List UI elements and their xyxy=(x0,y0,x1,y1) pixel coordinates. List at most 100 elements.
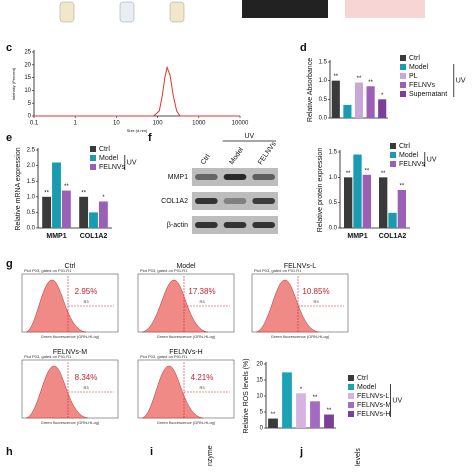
significance: * xyxy=(300,387,303,393)
legend-swatch xyxy=(390,152,396,158)
y-tick-label: 0 xyxy=(28,114,32,120)
y-tick-label: 20 xyxy=(256,362,263,368)
blot-row-label: COL1A2 xyxy=(161,198,188,205)
flow-x-label: Green fluorescence (GRN-HLog) xyxy=(41,420,100,425)
flow-histogram xyxy=(25,279,87,333)
panel-letter: j xyxy=(299,446,303,458)
flow-gate-label: R3 xyxy=(83,299,89,304)
flow-gate-label: R3 xyxy=(83,385,89,390)
bar xyxy=(362,174,371,228)
blot-band xyxy=(223,198,247,204)
bar xyxy=(296,393,306,428)
flow-title: FELNVs-H xyxy=(169,349,202,356)
y-tick-label: 1.0 xyxy=(329,175,338,181)
panel-letter: e xyxy=(6,132,12,144)
line-series xyxy=(34,65,240,117)
blot-row-label: MMP1 xyxy=(168,174,188,181)
flow-subtitle: Plot P03, gated on P01.R1 xyxy=(24,268,72,273)
blot-row-label: β-actin xyxy=(167,222,188,229)
significance: ** xyxy=(399,184,404,190)
partial-axis-label: nzyme xyxy=(207,445,214,466)
bar xyxy=(343,104,352,118)
y-tick-label: 5 xyxy=(260,410,264,416)
flow-gate-label: R3 xyxy=(199,385,205,390)
panel-letter: i xyxy=(150,446,153,458)
y-tick-label: 0.0 xyxy=(319,116,328,122)
flow-histogram xyxy=(25,365,89,419)
top-strip xyxy=(59,0,425,23)
bar xyxy=(331,80,340,118)
y-axis-label: Intensity (Percent) xyxy=(11,67,16,100)
x-tick-label: 100 xyxy=(153,121,164,127)
blot-band xyxy=(195,174,218,180)
significance: ** xyxy=(64,184,69,190)
flow-histogram xyxy=(141,365,204,419)
flow-title: FELNVs-L xyxy=(284,263,316,270)
legend-label: Model xyxy=(99,155,119,162)
significance: ** xyxy=(81,190,86,196)
y-tick-label: 0.0 xyxy=(329,226,338,232)
y-tick-label: 15 xyxy=(24,75,31,81)
significance: ** xyxy=(271,412,276,418)
legend-swatch xyxy=(390,143,396,149)
y-axis-label: Relative ROS levels (%) xyxy=(243,358,250,433)
significance: ** xyxy=(357,76,362,82)
legend-swatch xyxy=(390,161,396,167)
y-tick-label: 0.5 xyxy=(319,97,328,103)
y-tick-label: 5 xyxy=(28,101,32,107)
y-tick-label: 0 xyxy=(260,426,264,432)
significance: ** xyxy=(327,408,332,414)
legend-swatch xyxy=(400,55,406,61)
legend-swatch xyxy=(90,155,96,161)
x-tick-label: COL1A2 xyxy=(80,233,108,240)
x-tick-label: 10 xyxy=(113,121,120,127)
legend-swatch xyxy=(400,64,406,70)
flow-gate-label: R3 xyxy=(199,299,205,304)
y-tick-label: 2.5 xyxy=(27,148,36,154)
significance: ** xyxy=(346,171,351,177)
x-tick-label: MMP1 xyxy=(347,233,367,240)
legend-group-label: UV xyxy=(456,77,466,84)
significance: * xyxy=(102,195,105,201)
significance: ** xyxy=(44,190,49,196)
y-tick-label: 0.5 xyxy=(329,200,338,206)
legend-swatch xyxy=(348,375,354,381)
legend-swatch xyxy=(400,82,406,88)
y-axis-label: Relative Absorbance xyxy=(307,58,314,122)
legend-swatch xyxy=(348,402,354,408)
blot-band xyxy=(195,198,218,204)
flow-x-label: Green fluorescence (GRN-HLog) xyxy=(157,420,216,425)
y-axis-label: Relative protein expression xyxy=(317,148,324,233)
flow-gate-label: R3 xyxy=(313,299,319,304)
legend-label: FELNVs-H xyxy=(357,411,390,418)
flow-x-label: Green fluorescence (GRN-HLog) xyxy=(41,334,100,339)
legend-label: FELNVs xyxy=(409,82,436,89)
flow-title: Model xyxy=(176,263,196,270)
bar xyxy=(42,196,52,228)
x-tick-label: 1000 xyxy=(192,121,206,127)
bar xyxy=(52,162,61,228)
flow-percent: 17.38% xyxy=(188,287,215,296)
bar xyxy=(378,99,387,118)
y-axis-label: Relative mRNA expression xyxy=(15,147,22,230)
panel-letter: h xyxy=(6,446,13,458)
legend-swatch xyxy=(90,146,96,152)
blot-band xyxy=(195,222,218,228)
bar xyxy=(61,190,71,228)
panel-letter: f xyxy=(148,132,152,144)
bar xyxy=(353,154,362,228)
significance: * xyxy=(381,93,384,99)
blot-uv-label: UV xyxy=(244,133,254,140)
legend-group-label: UV xyxy=(127,159,137,166)
flow-title: Ctrl xyxy=(65,263,76,270)
legend-swatch xyxy=(400,91,406,97)
bar xyxy=(324,414,334,428)
y-tick-label: 1.0 xyxy=(319,78,328,84)
flow-subtitle: Plot P03, gated on P01.R1 xyxy=(254,268,302,273)
legend-swatch xyxy=(348,384,354,390)
bar xyxy=(310,401,320,428)
y-tick-label: 1.0 xyxy=(27,194,36,200)
legend-label: FELNVs-M xyxy=(357,402,391,409)
bar xyxy=(354,82,364,118)
